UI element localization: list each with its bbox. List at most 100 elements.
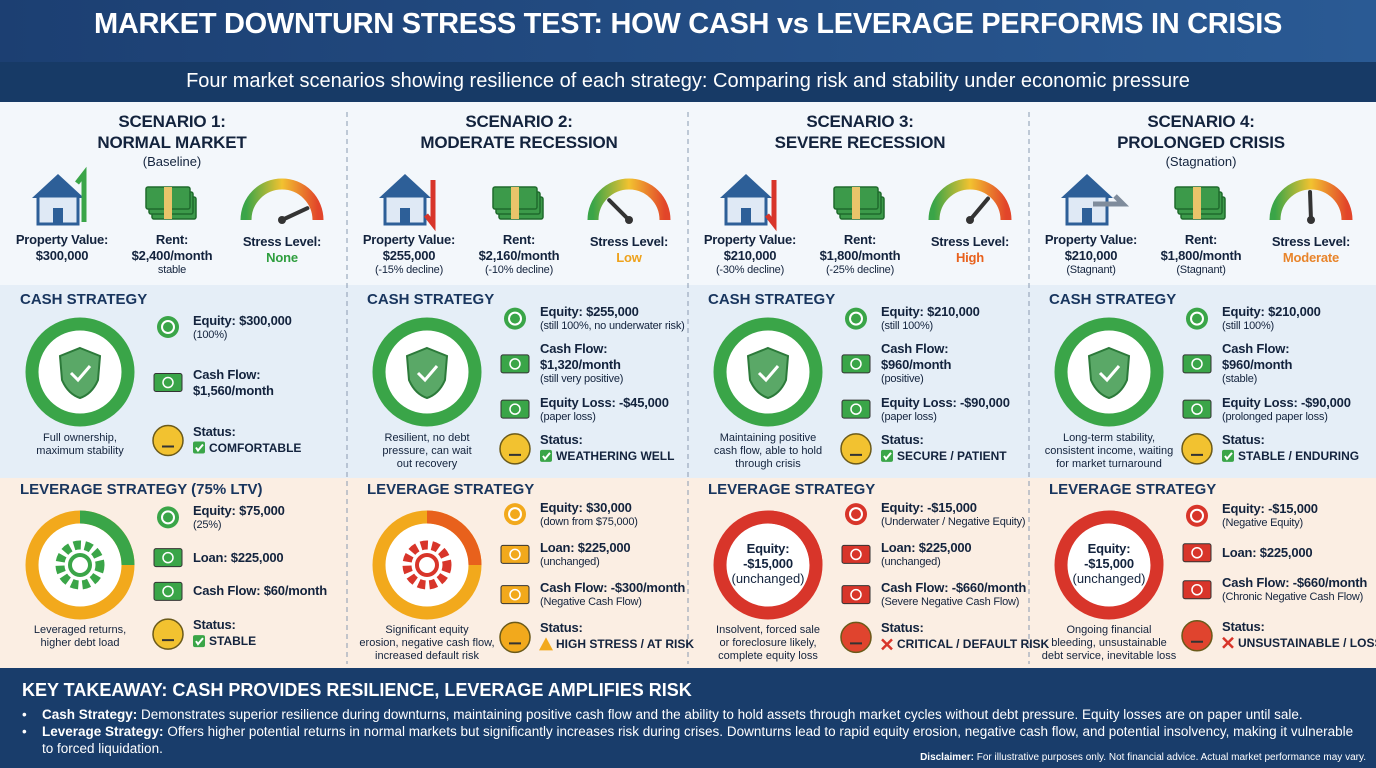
metric-note: (-30% decline) [715, 264, 785, 276]
item-icon [1190, 311, 1204, 326]
item-note: (still 100%) [881, 320, 934, 333]
metric-label: Property Value: [703, 232, 797, 247]
money-icon [164, 187, 172, 219]
caption: increased default risk [375, 650, 479, 662]
house-icon [720, 174, 772, 198]
caption: erosion, negative cash flow, [359, 637, 495, 649]
item-icon [162, 551, 174, 564]
item-text: Loan: $225,000 [193, 549, 284, 565]
caption: Resilient, no debt [384, 432, 470, 444]
metric-label: Stress Level: [589, 234, 669, 249]
scenario-heading: SCENARIO 3: [806, 112, 914, 131]
item-note: (still 100%) [1222, 320, 1275, 333]
status-label: Status: [1222, 618, 1265, 634]
item-text: Equity Loss: -$90,000 [881, 394, 1010, 410]
item-text: Equity: $210,000 [1222, 304, 1321, 320]
gear-icon [415, 553, 439, 577]
item-text: $1,320/month [540, 357, 621, 373]
status-value: COMFORTABLE [209, 440, 302, 455]
status-marker [1224, 452, 1233, 461]
metric-value: None [266, 250, 298, 265]
caption: out recovery [396, 458, 458, 470]
item-text: Cash Flow: [193, 366, 261, 382]
status-value: SECURE / PATIENT [897, 448, 1007, 463]
caption: cash flow, able to hold [713, 445, 823, 457]
item-icon [157, 506, 179, 529]
item-icon [504, 503, 526, 526]
item-text: Loan: $225,000 [881, 539, 972, 555]
status-marker [540, 449, 552, 462]
status-label: Status: [540, 431, 583, 447]
gauge-hub [1307, 216, 1315, 224]
bullet-label: Cash Strategy: [42, 707, 138, 722]
money-icon [1193, 187, 1201, 219]
item-icon [157, 316, 179, 338]
status-marker [539, 637, 553, 651]
item-note: (stable) [1222, 373, 1258, 386]
caption: Significant equity [385, 624, 469, 636]
donut-text: Equity: [746, 541, 790, 556]
takeaway: KEY TAKEAWAY: CASH PROVIDES RESILIENCE, … [22, 680, 1362, 757]
caption: consistent income, waiting [1044, 445, 1174, 457]
item-icon [849, 507, 863, 522]
item-text: Equity: $75,000 [193, 502, 285, 518]
item-text: $960/month [881, 357, 952, 373]
leverage-ring [426, 510, 482, 566]
item-icon [500, 544, 530, 564]
shield-icon [58, 346, 102, 400]
status-marker [193, 635, 205, 648]
trend-arrow [424, 180, 436, 232]
gear-icon [402, 540, 452, 590]
item-text: Equity: -$15,000 [1222, 501, 1318, 517]
item-icon [1182, 580, 1212, 600]
status-marker [883, 452, 892, 461]
metric-value: $300,000 [35, 248, 89, 263]
item-icon [1182, 399, 1212, 419]
status-marker [1222, 636, 1234, 649]
status-value: UNSUSTAINABLE / LOSS [1238, 635, 1376, 650]
house-icon [400, 208, 410, 224]
section-heading: LEVERAGE STRATEGY [367, 481, 535, 498]
metric-note: (Stagnant) [1176, 264, 1226, 276]
item-icon [153, 373, 183, 392]
metric-label: Rent: [1184, 232, 1218, 247]
gauge-hub [625, 216, 633, 224]
scenario-name: PROLONGED CRISIS [1117, 133, 1285, 152]
shield-icon [757, 365, 780, 383]
caption: Insolvent, forced sale [716, 624, 820, 636]
metric-value: $1,800/month [819, 248, 901, 263]
item-note: (still very positive) [540, 373, 624, 386]
house-icon [53, 208, 63, 224]
status-icon [499, 621, 531, 654]
column-dividers [346, 112, 1030, 664]
gauge-needle [607, 198, 631, 222]
trend-arrow [765, 180, 777, 232]
status-marker [881, 638, 893, 651]
metric-value: $210,000 [723, 248, 777, 263]
gauge-hub [278, 216, 286, 224]
metric-label: Property Value: [1044, 232, 1138, 247]
house-icon [1082, 208, 1092, 224]
status-marker [195, 637, 204, 646]
shield-icon [1098, 365, 1121, 383]
leverage-ring [767, 510, 823, 566]
gauge [928, 178, 1012, 221]
item-icon [849, 311, 863, 326]
house-icon [1061, 174, 1113, 198]
trend-arrow [1093, 194, 1130, 207]
gauge-needle [1308, 190, 1313, 222]
gauge-needle [968, 196, 990, 222]
money-icon [511, 187, 519, 219]
takeaway-title: KEY TAKEAWAY: CASH PROVIDES RESILIENCE, … [22, 680, 692, 700]
section-heading: LEVERAGE STRATEGY [708, 481, 876, 498]
metric-label: Stress Level: [242, 234, 322, 249]
status-icon [152, 618, 184, 650]
title-band [0, 0, 1376, 62]
caption: complete equity loss [718, 650, 818, 662]
item-text: Cash Flow: [540, 341, 608, 357]
status-label: Status: [881, 431, 924, 447]
caption: Leveraged returns, [33, 624, 127, 636]
donut-text: -$15,000 [743, 556, 793, 571]
caption: Ongoing financial [1066, 624, 1152, 636]
section-heading: LEVERAGE STRATEGY (75% LTV) [20, 481, 263, 498]
